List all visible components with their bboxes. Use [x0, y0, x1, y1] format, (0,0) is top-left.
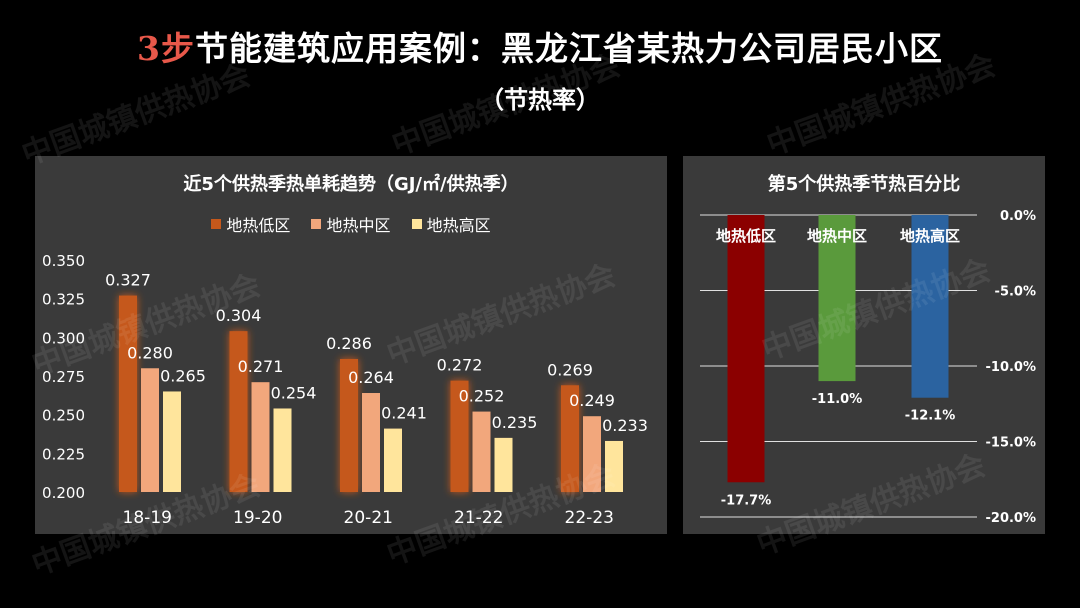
- bar-high: [605, 440, 623, 492]
- data-label: -12.1%: [905, 409, 956, 424]
- data-label: 0.254: [271, 383, 317, 402]
- legend-item-mid: 地热中区: [311, 212, 391, 236]
- page-subtitle: （节热率）: [480, 85, 600, 114]
- y-tick-label: 0.325: [42, 291, 85, 309]
- category-label: 地热低区: [716, 227, 776, 245]
- data-label: 0.264: [348, 368, 394, 387]
- data-label: 0.269: [547, 360, 593, 379]
- page-title: 3步节能建筑应用案例：黑龙江省某热力公司居民小区: [0, 22, 1080, 70]
- legend-label-low: 地热低区: [226, 216, 291, 235]
- data-label: 0.265: [160, 366, 206, 385]
- data-label: 0.286: [326, 334, 372, 353]
- legend-swatch-mid: [311, 219, 322, 229]
- y-tick-label: -10.0%: [986, 360, 1037, 375]
- data-label: 0.280: [127, 343, 173, 362]
- bar-mid: [362, 393, 380, 492]
- legend-swatch-low: [211, 219, 222, 229]
- y-tick-label: 0.275: [42, 368, 85, 386]
- bar-pct-high: [911, 215, 949, 398]
- title-accent: 3步: [137, 29, 195, 68]
- category-label: 地热中区: [807, 227, 867, 245]
- percent-chart-panel: 第5个供热季节热百分比 0.0% -5.0% -10.0% -15.0% -20.0% 地…: [683, 156, 1045, 534]
- data-label: 0.271: [238, 357, 284, 376]
- y-tick-label: 0.225: [42, 445, 85, 463]
- trend-chart-legend: 地热低区 地热中区 地热高区: [35, 212, 667, 236]
- data-label: 0.252: [459, 387, 505, 406]
- x-tick-label: 19-20: [233, 508, 282, 528]
- bar-low: [450, 380, 469, 492]
- data-label: 0.233: [602, 416, 648, 435]
- trend-chart-svg: 0.350 0.325 0.300 0.275 0.250 0.225 0.200 18-19…: [42, 252, 648, 528]
- category-label: 地热高区: [900, 227, 960, 245]
- x-tick-label: 22-23: [565, 508, 614, 528]
- legend-swatch-high: [411, 219, 422, 229]
- legend-label-high: 地热高区: [426, 216, 491, 235]
- trend-chart-title: 近5个供热季热单耗趋势（GJ/㎡/供热季）: [183, 174, 519, 195]
- legend-item-low: 地热低区: [211, 212, 290, 236]
- data-label: 0.249: [569, 391, 615, 410]
- percent-chart-svg: 0.0% -5.0% -10.0% -15.0% -20.0% 地热低区 -17.7% 地热中…: [700, 209, 1037, 526]
- y-tick-label: 0.350: [42, 252, 85, 270]
- x-tick-label: 20-21: [344, 508, 393, 528]
- bar-high: [273, 408, 292, 492]
- data-label: 0.241: [381, 404, 427, 423]
- y-tick-label: 0.0%: [1000, 209, 1036, 224]
- data-label: 0.304: [216, 306, 262, 325]
- bar-mid: [251, 382, 270, 492]
- y-tick-label: 0.250: [42, 407, 85, 425]
- bar-pct-mid: [818, 215, 856, 382]
- data-label: 0.272: [437, 356, 483, 375]
- data-label: 0.327: [105, 271, 151, 290]
- x-tick-label: 21-22: [454, 508, 503, 528]
- bar-low: [229, 331, 248, 492]
- y-tick-label: 0.300: [42, 329, 85, 347]
- title-main: 节能建筑应用案例：黑龙江省某热力公司居民小区: [194, 29, 943, 68]
- y-tick-label: 0.200: [42, 484, 85, 502]
- trend-chart-panel: 近5个供热季热单耗趋势（GJ/㎡/供热季） 地热低区 地热中区 地热高区 0.3…: [35, 156, 667, 534]
- bar-high: [384, 428, 402, 492]
- y-tick-label: -5.0%: [995, 285, 1036, 300]
- legend-item-high: 地热高区: [411, 212, 491, 236]
- bar-high: [163, 391, 181, 492]
- data-label: -11.0%: [812, 392, 863, 407]
- percent-chart-title: 第5个供热季节热百分比: [767, 174, 961, 195]
- bar-mid: [583, 416, 601, 492]
- bar-low: [119, 295, 137, 492]
- data-label: 0.235: [492, 413, 538, 432]
- y-tick-label: -20.0%: [986, 511, 1037, 526]
- bar-mid: [472, 411, 491, 492]
- data-label: -17.7%: [721, 493, 772, 508]
- bar-pct-low: [727, 215, 765, 483]
- y-tick-label: -15.0%: [986, 436, 1037, 451]
- bar-low: [561, 385, 579, 492]
- bar-high: [494, 437, 513, 492]
- bar-mid: [141, 368, 159, 492]
- x-tick-label: 18-19: [123, 508, 172, 528]
- bar-low: [340, 358, 358, 492]
- legend-label-mid: 地热中区: [326, 216, 391, 235]
